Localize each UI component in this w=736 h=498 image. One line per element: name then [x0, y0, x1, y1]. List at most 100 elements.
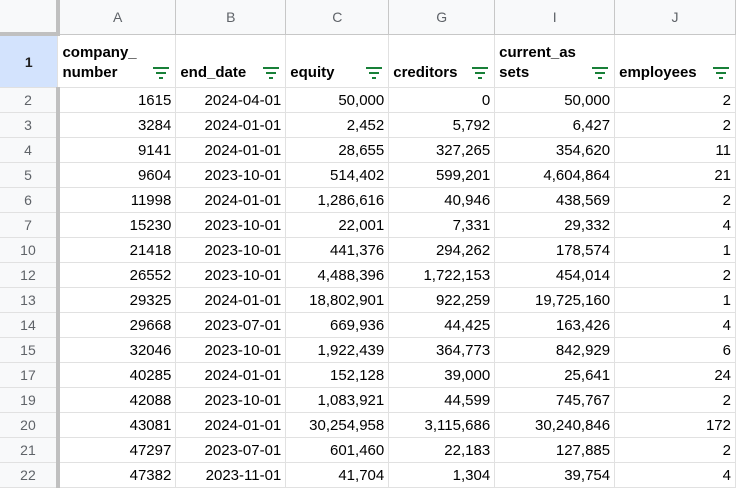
- filter-icon[interactable]: [472, 67, 489, 79]
- table-cell[interactable]: 15230: [57, 212, 177, 238]
- filter-icon[interactable]: [713, 67, 729, 79]
- table-cell[interactable]: 1,083,921: [285, 387, 390, 413]
- row-header[interactable]: 21: [0, 437, 60, 463]
- table-cell[interactable]: 2024-01-01: [175, 287, 287, 313]
- row-header[interactable]: 15: [0, 337, 60, 363]
- table-cell[interactable]: 172: [614, 412, 736, 438]
- table-cell[interactable]: 1: [614, 237, 736, 263]
- table-cell[interactable]: 29,332: [494, 212, 616, 238]
- table-cell[interactable]: 2024-01-01: [175, 412, 287, 438]
- table-cell[interactable]: 922,259: [388, 287, 496, 313]
- table-cell[interactable]: 1,722,153: [388, 262, 496, 288]
- header-cell-current-assets[interactable]: current_as sets: [494, 34, 616, 88]
- table-cell[interactable]: 30,254,958: [285, 412, 390, 438]
- header-cell-employees[interactable]: employees: [614, 34, 736, 88]
- table-cell[interactable]: 42088: [57, 387, 177, 413]
- header-cell-equity[interactable]: equity: [285, 34, 390, 88]
- table-cell[interactable]: 18,802,901: [285, 287, 390, 313]
- column-header-b[interactable]: B: [175, 0, 287, 35]
- table-cell[interactable]: 2: [614, 112, 736, 138]
- table-cell[interactable]: 40285: [57, 362, 177, 388]
- row-header[interactable]: 12: [0, 262, 60, 288]
- table-cell[interactable]: 1: [614, 287, 736, 313]
- table-cell[interactable]: 24: [614, 362, 736, 388]
- table-cell[interactable]: 1615: [57, 87, 177, 113]
- table-cell[interactable]: 47382: [57, 462, 177, 488]
- table-cell[interactable]: 354,620: [494, 137, 616, 163]
- table-cell[interactable]: 3284: [57, 112, 177, 138]
- table-cell[interactable]: 441,376: [285, 237, 390, 263]
- row-header[interactable]: 22: [0, 462, 60, 488]
- table-cell[interactable]: 50,000: [494, 87, 616, 113]
- table-cell[interactable]: 2024-01-01: [175, 187, 287, 213]
- column-header-c[interactable]: C: [285, 0, 390, 35]
- table-cell[interactable]: 2: [614, 187, 736, 213]
- table-cell[interactable]: 40,946: [388, 187, 496, 213]
- row-header[interactable]: 6: [0, 187, 60, 213]
- header-cell-company-number[interactable]: company_ number: [57, 34, 177, 88]
- column-header-j[interactable]: J: [614, 0, 736, 35]
- table-cell[interactable]: 5,792: [388, 112, 496, 138]
- table-cell[interactable]: 178,574: [494, 237, 616, 263]
- row-header[interactable]: 7: [0, 212, 60, 238]
- filter-icon[interactable]: [592, 67, 609, 79]
- table-cell[interactable]: 2024-04-01: [175, 87, 287, 113]
- table-cell[interactable]: 2024-01-01: [175, 362, 287, 388]
- table-cell[interactable]: 6,427: [494, 112, 616, 138]
- table-cell[interactable]: 19,725,160: [494, 287, 616, 313]
- table-cell[interactable]: 601,460: [285, 437, 390, 463]
- table-cell[interactable]: 2023-10-01: [175, 387, 287, 413]
- table-cell[interactable]: 514,402: [285, 162, 390, 188]
- filter-icon[interactable]: [366, 67, 383, 79]
- row-header-1[interactable]: 1: [0, 34, 59, 88]
- table-cell[interactable]: 30,240,846: [494, 412, 616, 438]
- table-cell[interactable]: 2023-11-01: [175, 462, 287, 488]
- table-cell[interactable]: 1,922,439: [285, 337, 390, 363]
- row-header[interactable]: 17: [0, 362, 60, 388]
- table-cell[interactable]: 21418: [57, 237, 177, 263]
- table-cell[interactable]: 438,569: [494, 187, 616, 213]
- header-cell-end-date[interactable]: end_date: [175, 34, 287, 88]
- filter-icon[interactable]: [263, 67, 280, 79]
- table-cell[interactable]: 4,488,396: [285, 262, 390, 288]
- table-cell[interactable]: 29325: [57, 287, 177, 313]
- table-cell[interactable]: 9141: [57, 137, 177, 163]
- table-cell[interactable]: 2: [614, 87, 736, 113]
- table-cell[interactable]: 44,425: [388, 312, 496, 338]
- table-cell[interactable]: 39,000: [388, 362, 496, 388]
- table-cell[interactable]: 669,936: [285, 312, 390, 338]
- table-cell[interactable]: 41,704: [285, 462, 390, 488]
- table-cell[interactable]: 2023-10-01: [175, 237, 287, 263]
- table-cell[interactable]: 21: [614, 162, 736, 188]
- column-header-i[interactable]: I: [494, 0, 616, 35]
- table-cell[interactable]: 11998: [57, 187, 177, 213]
- row-header[interactable]: 13: [0, 287, 60, 313]
- row-header[interactable]: 19: [0, 387, 60, 413]
- table-cell[interactable]: 22,183: [388, 437, 496, 463]
- table-cell[interactable]: 4: [614, 312, 736, 338]
- table-cell[interactable]: 2023-07-01: [175, 312, 287, 338]
- table-cell[interactable]: 745,767: [494, 387, 616, 413]
- row-header[interactable]: 4: [0, 137, 60, 163]
- table-cell[interactable]: 2023-10-01: [175, 162, 287, 188]
- table-cell[interactable]: 4: [614, 212, 736, 238]
- table-cell[interactable]: 4,604,864: [494, 162, 616, 188]
- table-cell[interactable]: 25,641: [494, 362, 616, 388]
- table-cell[interactable]: 152,128: [285, 362, 390, 388]
- table-cell[interactable]: 9604: [57, 162, 177, 188]
- header-cell-creditors[interactable]: creditors: [388, 34, 496, 88]
- table-cell[interactable]: 39,754: [494, 462, 616, 488]
- table-cell[interactable]: 0: [388, 87, 496, 113]
- row-header[interactable]: 5: [0, 162, 60, 188]
- row-header[interactable]: 20: [0, 412, 60, 438]
- table-cell[interactable]: 2023-07-01: [175, 437, 287, 463]
- table-cell[interactable]: 32046: [57, 337, 177, 363]
- table-cell[interactable]: 163,426: [494, 312, 616, 338]
- column-header-g[interactable]: G: [388, 0, 496, 35]
- table-cell[interactable]: 2023-10-01: [175, 337, 287, 363]
- table-cell[interactable]: 599,201: [388, 162, 496, 188]
- row-header[interactable]: 3: [0, 112, 60, 138]
- row-header[interactable]: 10: [0, 237, 60, 263]
- table-cell[interactable]: 127,885: [494, 437, 616, 463]
- filter-icon[interactable]: [153, 67, 170, 79]
